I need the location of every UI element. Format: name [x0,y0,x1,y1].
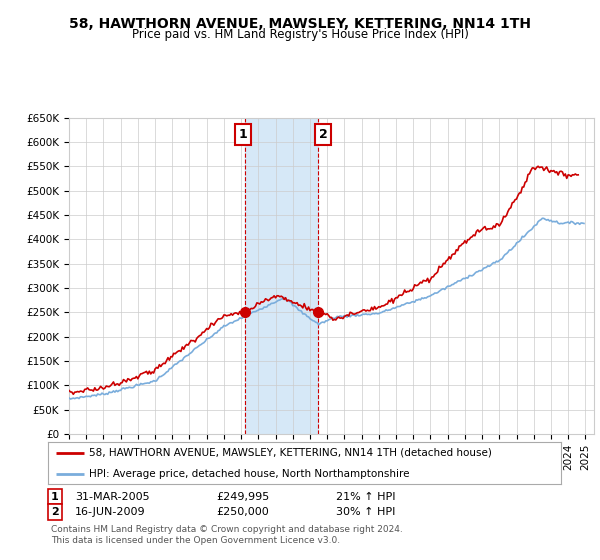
Text: 58, HAWTHORN AVENUE, MAWSLEY, KETTERING, NN14 1TH (detached house): 58, HAWTHORN AVENUE, MAWSLEY, KETTERING,… [89,448,492,458]
Text: £250,000: £250,000 [216,507,269,517]
Text: 1: 1 [51,492,59,502]
Text: 16-JUN-2009: 16-JUN-2009 [75,507,146,517]
Text: 1: 1 [238,128,247,141]
Text: £249,995: £249,995 [216,492,269,502]
Text: Contains HM Land Registry data © Crown copyright and database right 2024.
This d: Contains HM Land Registry data © Crown c… [51,525,403,545]
Text: HPI: Average price, detached house, North Northamptonshire: HPI: Average price, detached house, Nort… [89,469,410,479]
Bar [245,118,318,434]
Text: 58, HAWTHORN AVENUE, MAWSLEY, KETTERING, NN14 1TH: 58, HAWTHORN AVENUE, MAWSLEY, KETTERING,… [69,17,531,31]
Text: Price paid vs. HM Land Registry's House Price Index (HPI): Price paid vs. HM Land Registry's House … [131,28,469,41]
Text: 21% ↑ HPI: 21% ↑ HPI [336,492,395,502]
Text: 31-MAR-2005: 31-MAR-2005 [75,492,149,502]
Text: 30% ↑ HPI: 30% ↑ HPI [336,507,395,517]
Text: 2: 2 [51,507,59,517]
Text: 2: 2 [319,128,328,141]
